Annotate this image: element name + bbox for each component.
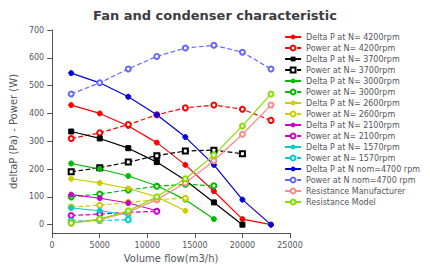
- svg-text:600: 600: [29, 53, 44, 62]
- svg-text:25000: 25000: [277, 241, 302, 250]
- svg-text:Delta P at N= 3000rpm: Delta P at N= 3000rpm: [306, 77, 400, 86]
- svg-text:Power at N= 3700rpm: Power at N= 3700rpm: [306, 66, 395, 75]
- svg-text:Delta P at N= 3700rpm: Delta P at N= 3700rpm: [306, 55, 400, 64]
- svg-text:Delta P at N nom=4700 rpm: Delta P at N nom=4700 rpm: [306, 165, 420, 174]
- svg-text:0: 0: [50, 241, 55, 250]
- svg-text:Power at N= 1570rpm: Power at N= 1570rpm: [306, 154, 395, 163]
- svg-text:10000: 10000: [135, 241, 160, 250]
- svg-text:Volume flow(m3/h): Volume flow(m3/h): [124, 253, 219, 264]
- svg-text:300: 300: [29, 137, 44, 146]
- svg-text:200: 200: [29, 165, 44, 174]
- svg-text:Power at N= 2100rpm: Power at N= 2100rpm: [306, 132, 395, 141]
- svg-text:Delta P at N= 2100rpm: Delta P at N= 2100rpm: [306, 121, 400, 130]
- svg-text:Power at N= 3000rpm: Power at N= 3000rpm: [306, 88, 395, 97]
- svg-text:Delta P at N= 4200rpm: Delta P at N= 4200rpm: [306, 33, 400, 42]
- svg-text:20000: 20000: [230, 241, 255, 250]
- svg-text:100: 100: [29, 192, 44, 201]
- svg-text:Resistance Model: Resistance Model: [306, 198, 376, 207]
- svg-text:Delta P at N= 1570rpm: Delta P at N= 1570rpm: [306, 143, 400, 152]
- svg-text:Power at N= 4200rpm: Power at N= 4200rpm: [306, 44, 395, 53]
- svg-text:Delta P at N= 2600rpm: Delta P at N= 2600rpm: [306, 99, 400, 108]
- svg-text:deltaP (Pa) - Power (W): deltaP (Pa) - Power (W): [8, 74, 19, 189]
- svg-text:700: 700: [29, 26, 44, 35]
- svg-text:Power at N= 2600rpm: Power at N= 2600rpm: [306, 110, 395, 119]
- svg-text:Resistance Manufacturer: Resistance Manufacturer: [306, 187, 406, 196]
- svg-text:Power at N nom=4700 rpm: Power at N nom=4700 rpm: [306, 176, 416, 185]
- svg-text:400: 400: [29, 109, 44, 118]
- svg-text:5000: 5000: [90, 241, 110, 250]
- svg-text:Fan and condenser characterist: Fan and condenser characteristic: [93, 8, 337, 23]
- svg-text:15000: 15000: [182, 241, 207, 250]
- svg-text:500: 500: [29, 81, 44, 90]
- svg-text:0: 0: [39, 220, 44, 229]
